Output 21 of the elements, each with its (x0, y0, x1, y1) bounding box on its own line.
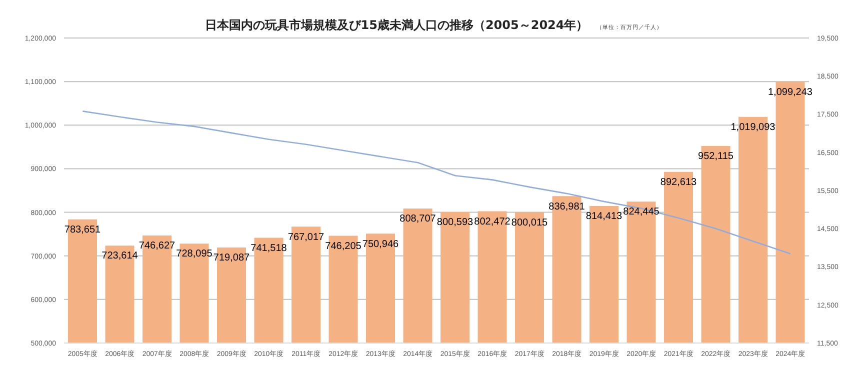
data-label: 800,593 (436, 217, 474, 228)
data-label: 746,627 (138, 240, 176, 252)
data-label: 741,518 (250, 242, 288, 254)
data-label: 746,205 (325, 240, 362, 252)
data-label: 728,095 (176, 248, 213, 260)
data-label: 767,017 (288, 232, 325, 243)
data-label: 814,413 (586, 211, 623, 222)
data-label: 800,015 (511, 217, 548, 228)
data-label: 719,087 (213, 252, 250, 264)
chart-title: 日本国内の玩具市場規模及び15歳未満人口の推移（2005～2024年） (204, 18, 588, 32)
data-label: 808,707 (400, 214, 436, 225)
data-label: 1,099,243 (768, 87, 813, 98)
data-label: 802,472 (474, 216, 511, 228)
data-label: 750,946 (362, 238, 400, 250)
data-label: 1,019,093 (730, 122, 776, 133)
data-label: 952,115 (698, 151, 734, 162)
data-label: 892,613 (660, 177, 698, 188)
data-label: 824,445 (623, 206, 660, 218)
data-label: 836,981 (548, 201, 586, 212)
data-label: 783,651 (64, 224, 102, 236)
data-label: 723,614 (102, 250, 138, 262)
